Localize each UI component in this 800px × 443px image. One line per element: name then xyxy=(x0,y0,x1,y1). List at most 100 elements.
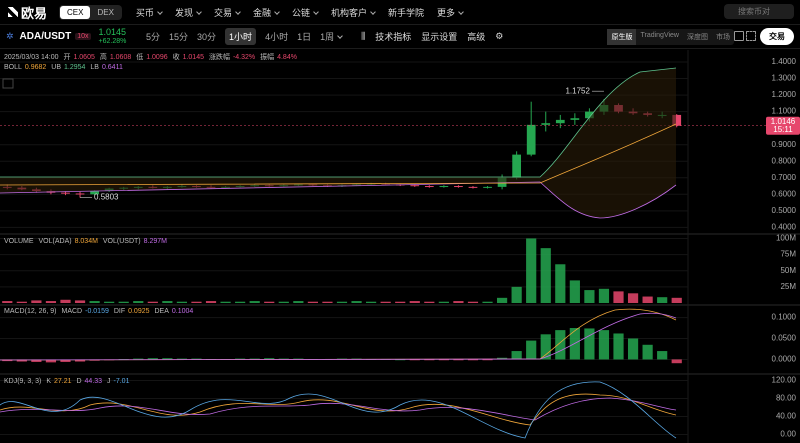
bar xyxy=(322,301,333,303)
layout-icon[interactable] xyxy=(734,31,744,41)
bar xyxy=(205,301,217,303)
last-price: 1.0145 xyxy=(98,26,127,37)
label: VOL(ADA) xyxy=(38,238,72,245)
indicator-lines xyxy=(0,67,677,439)
bar xyxy=(366,301,377,303)
y-tick-label: 75M xyxy=(780,250,796,259)
y-tick-label: 25M xyxy=(780,282,796,291)
bar xyxy=(642,344,653,360)
value: 1.0096 xyxy=(146,54,168,61)
y-tick-label: 80.00 xyxy=(776,394,797,403)
bar xyxy=(176,358,188,360)
label: UB xyxy=(51,64,62,71)
view[interactable]: 深度图 xyxy=(687,34,708,41)
menu-item[interactable]: 更多 xyxy=(437,6,463,19)
interval[interactable]: 1小时 xyxy=(225,28,257,45)
interval[interactable]: 1周 xyxy=(320,30,342,43)
tab[interactable]: DEX xyxy=(97,7,114,17)
last-price: 1.0146 xyxy=(771,117,796,126)
label: BOLL xyxy=(4,64,22,71)
interval[interactable]: 5分 xyxy=(146,32,161,42)
bar xyxy=(496,357,508,360)
interval[interactable]: 15分 xyxy=(169,32,189,42)
settings-icon[interactable]: ⚙ xyxy=(495,31,504,41)
bar xyxy=(45,301,57,303)
label: DIF xyxy=(113,308,126,315)
label: VOL(USDT) xyxy=(102,238,141,245)
bar xyxy=(511,351,522,360)
value: 0.1004 xyxy=(171,308,194,315)
bar xyxy=(482,359,493,361)
interval[interactable]: 1日 xyxy=(297,32,312,42)
menu-item[interactable]: 机构客户 xyxy=(331,6,375,19)
bar xyxy=(569,280,580,303)
tab[interactable]: CEX xyxy=(60,5,91,19)
label: VOLUME xyxy=(4,238,34,245)
bar xyxy=(657,351,668,360)
menu-item[interactable]: 新手学院 xyxy=(388,7,425,18)
bar xyxy=(16,359,27,362)
bar xyxy=(540,248,551,303)
menu-item[interactable]: 金融 xyxy=(253,6,279,19)
boll-ub xyxy=(0,67,677,178)
interval[interactable]: 4小时 xyxy=(265,32,289,42)
bar xyxy=(657,297,668,303)
view[interactable]: TradingView xyxy=(640,32,679,39)
bar xyxy=(162,301,173,303)
bar xyxy=(438,301,449,303)
bar xyxy=(642,296,653,303)
view[interactable]: 原生版 xyxy=(607,29,637,45)
menu-item[interactable]: 发现 xyxy=(175,6,201,19)
kdj-j xyxy=(0,381,677,439)
y-tick-label: 0.4000 xyxy=(772,222,797,231)
candle-body xyxy=(570,118,580,120)
tool[interactable]: 高级 xyxy=(467,32,486,42)
label: MACD xyxy=(61,308,83,315)
candle-body xyxy=(454,186,463,188)
menu-item[interactable]: 买币 xyxy=(136,6,162,19)
boll-band-fill xyxy=(0,68,676,218)
menu-item[interactable]: 公链 xyxy=(292,6,318,19)
bar xyxy=(467,301,479,303)
tool[interactable]: ⫼ xyxy=(361,31,366,41)
bar xyxy=(191,301,202,303)
label: 收 xyxy=(172,54,180,61)
label: K xyxy=(46,378,51,385)
value: 0.0925 xyxy=(128,308,150,315)
trade-button[interactable]: 交易 xyxy=(760,28,794,45)
tool[interactable]: 技术指标 xyxy=(375,32,412,42)
pair-selector[interactable]: ✲ ADA/USDT 10x 1.0145 +62.28% xyxy=(6,27,146,47)
bar xyxy=(496,297,508,303)
tool[interactable]: 显示设置 xyxy=(421,32,458,42)
label: LB xyxy=(90,64,99,71)
label: DEA xyxy=(154,308,169,315)
bar xyxy=(598,288,610,303)
y-tick-label: 1.3000 xyxy=(772,74,797,83)
candle-body xyxy=(672,114,682,126)
view[interactable]: 市场 xyxy=(716,34,730,41)
ohlc-info: 2025/03/03 14:00 开 1.0605 高 1.0608 低 1.0096… xyxy=(4,52,300,62)
logo[interactable]: 欧易 xyxy=(8,3,47,22)
label: 开 xyxy=(63,54,71,61)
bar xyxy=(584,328,595,360)
y-tick-label: 0.6000 xyxy=(772,189,797,198)
fullscreen-icon[interactable] xyxy=(746,31,756,41)
low-annotation: 0.5803 xyxy=(94,193,119,202)
pair-toolbar: ✲ ADA/USDT 10x 1.0145 +62.28% 5分 15分 30分… xyxy=(0,25,800,49)
bar xyxy=(235,301,246,303)
menu-item[interactable]: 交易 xyxy=(214,6,240,19)
search-box[interactable]: 搜索币对 xyxy=(724,4,794,19)
view-switch: 原生版 TradingView 深度图 市场 xyxy=(607,29,734,45)
bar xyxy=(176,301,188,303)
interval[interactable]: 30分 xyxy=(197,32,217,42)
bar xyxy=(191,358,202,360)
last-price-box xyxy=(766,116,800,135)
candle-body xyxy=(439,186,449,188)
bar xyxy=(671,297,682,303)
bar xyxy=(467,359,479,361)
collapse-button[interactable] xyxy=(2,78,14,89)
bar xyxy=(133,358,144,360)
bar xyxy=(627,338,639,360)
